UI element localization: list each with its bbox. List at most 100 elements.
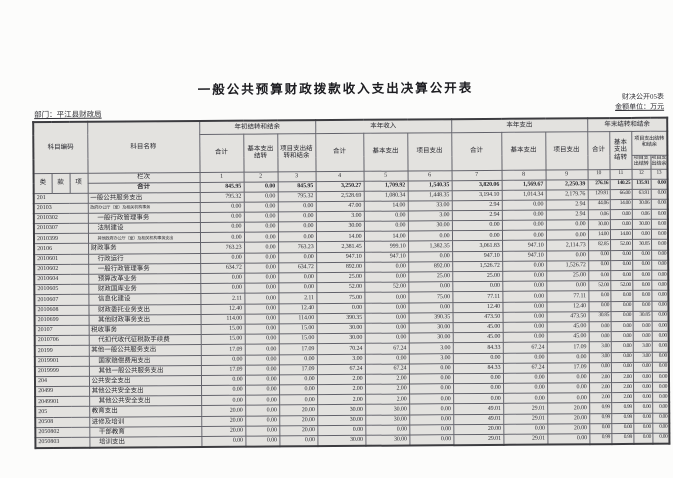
header-col-13: 项目支出结余 (650, 154, 668, 169)
value-cell: 45.00 (546, 331, 589, 343)
value-cell: 0.00 (588, 301, 611, 312)
value-cell: 0.00 (545, 219, 589, 231)
value-cell: 0.00 (502, 260, 547, 272)
value-cell: 20.00 (279, 415, 318, 426)
column-number-cell: 2 (243, 171, 278, 182)
subject-code-cell: 2010302 (33, 213, 88, 224)
value-cell: 3.00 (632, 341, 652, 352)
value-cell: 0.00 (277, 211, 316, 222)
value-cell: 0.00 (278, 374, 318, 385)
value-cell: 2,179.76 (545, 189, 588, 200)
subject-code-cell: 2049901 (35, 396, 90, 408)
value-cell: 0.99 (589, 433, 612, 444)
value-cell: 0.00 (244, 313, 279, 325)
value-cell: 0.00 (244, 272, 279, 284)
value-cell: 0.00 (503, 372, 548, 384)
value-cell: 0.00 (633, 433, 653, 444)
subject-code-cell: 2010399 (33, 233, 89, 245)
subject-code-cell: 20508 (35, 416, 90, 428)
value-cell: 0.00 (650, 209, 668, 220)
column-number-cell: 10 (587, 169, 610, 180)
value-cell: 66.00 (609, 188, 632, 200)
value-cell: 0.00 (633, 382, 653, 393)
value-cell: 15.00 (200, 324, 245, 335)
value-cell: 15.00 (278, 323, 317, 335)
value-cell: 52.00 (588, 280, 611, 292)
value-cell: 0.00 (453, 373, 504, 384)
value-cell: 0.00 (610, 331, 633, 342)
value-cell: 947.10 (502, 240, 547, 251)
value-cell: 947.10 (316, 251, 365, 263)
value-cell: 49.01 (453, 403, 504, 415)
value-cell: 0.99 (589, 413, 612, 424)
value-cell: 2.00 (589, 382, 612, 393)
value-cell: 52.00 (316, 282, 365, 294)
value-cell: 17.09 (278, 364, 317, 375)
value-cell: 947.10 (452, 250, 503, 262)
value-cell: 0.00 (632, 260, 652, 271)
total-value-cell: 2,250.39 (545, 179, 588, 190)
value-cell: 0.00 (244, 323, 279, 335)
subject-code-cell: 205 (35, 406, 90, 418)
value-cell: 45.00 (452, 332, 503, 344)
value-cell: 0.00 (652, 372, 670, 383)
value-cell: 14.00 (588, 229, 611, 241)
value-cell: 2.00 (364, 373, 410, 385)
value-cell: 0.00 (632, 321, 652, 332)
header-col-6: 项目支出 (407, 132, 452, 171)
value-cell: 892.00 (316, 262, 365, 273)
subject-code-cell: 2010605 (34, 284, 89, 295)
value-cell: 0.00 (588, 290, 611, 302)
value-cell: 20.00 (453, 424, 504, 435)
value-cell: 0.00 (633, 372, 653, 383)
value-cell: 0.00 (546, 250, 589, 261)
subject-code-cell: 201 (33, 192, 88, 204)
value-cell: 0.00 (546, 229, 589, 241)
value-cell: 0.00 (408, 251, 453, 262)
value-cell: 29.01 (453, 434, 504, 445)
value-cell: 0.00 (502, 311, 547, 323)
header-col-9: 项目支出 (545, 131, 588, 170)
value-cell: 795.32 (199, 191, 244, 203)
value-cell: 0.00 (501, 209, 546, 221)
value-cell: 0.00 (502, 321, 547, 333)
value-cell: 0.00 (200, 375, 246, 386)
value-cell: 0.99 (589, 403, 612, 414)
total-value-cell: 845.95 (199, 181, 244, 192)
total-value-cell: 140.25 (609, 178, 632, 190)
value-cell: 30.85 (632, 239, 652, 251)
value-cell: 0.00 (279, 384, 318, 396)
value-cell: 0.00 (610, 351, 633, 363)
form-code-label: 财决公开05表 (621, 92, 665, 102)
header-col-1: 合计 (199, 133, 244, 172)
value-cell: 17.09 (278, 343, 317, 355)
value-cell: 0.00 (363, 221, 409, 232)
page-title: 一般公共预算财政拨款收入支出决算公开表 (197, 81, 474, 97)
value-cell: 0.00 (200, 252, 245, 264)
value-cell: 0.06 (631, 209, 651, 220)
value-cell: 0.00 (651, 341, 669, 352)
value-cell: 0.00 (243, 201, 278, 213)
value-cell: 30.00 (365, 414, 410, 426)
value-cell: 0.00 (588, 321, 611, 332)
value-cell: 947.10 (364, 251, 409, 263)
value-cell: 0.00 (452, 281, 503, 293)
value-cell: 0.00 (277, 221, 317, 233)
value-cell: 1,526.72 (452, 261, 503, 272)
value-cell: 3,194.10 (451, 189, 502, 201)
value-cell: 0.00 (278, 272, 317, 284)
value-cell: 0.00 (201, 436, 246, 447)
value-cell: 114.00 (200, 313, 245, 325)
value-cell: 0.00 (588, 331, 611, 343)
value-cell: 3.00 (408, 353, 453, 364)
value-cell: 67.24 (364, 343, 409, 354)
value-cell: 0.00 (632, 280, 652, 291)
value-cell: 0.00 (610, 321, 633, 332)
value-cell: 0.00 (409, 404, 454, 415)
value-cell: 0.00 (452, 230, 503, 242)
value-cell: 0.00 (651, 300, 669, 312)
value-cell: 0.00 (651, 331, 669, 342)
value-cell: 0.00 (364, 333, 409, 344)
value-cell: 0.00 (632, 300, 652, 312)
subject-code-cell: 20103 (33, 202, 88, 214)
